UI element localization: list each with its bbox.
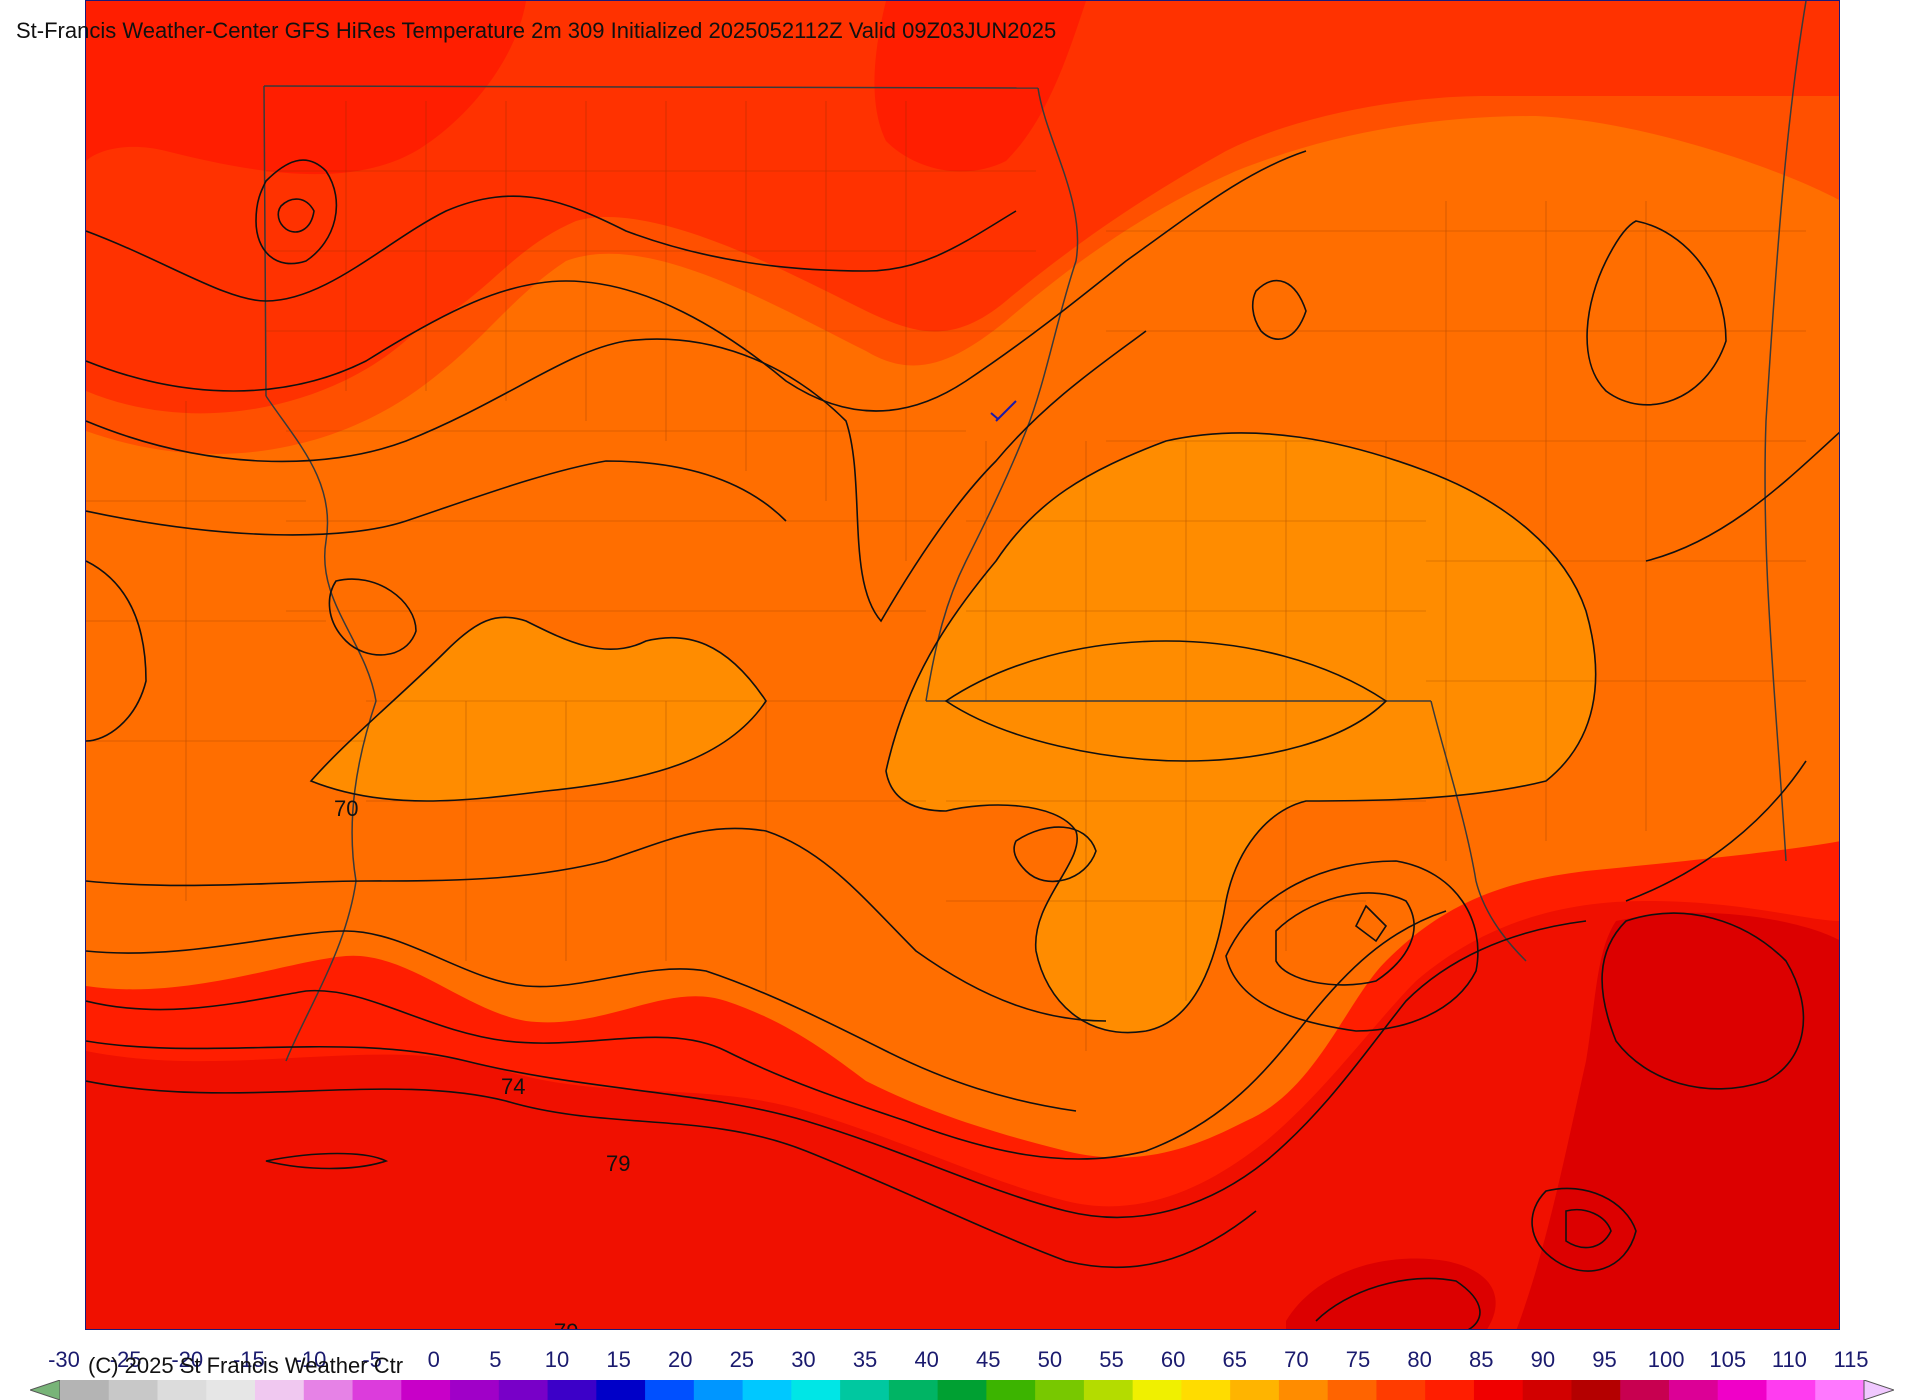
colorbar-swatch bbox=[498, 1380, 549, 1400]
colorbar-tick-label: 90 bbox=[1530, 1347, 1556, 1372]
colorbar-swatch bbox=[791, 1380, 841, 1400]
colorbar-swatch bbox=[1620, 1380, 1670, 1400]
colorbar-swatch bbox=[742, 1380, 792, 1400]
colorbar-swatch bbox=[401, 1380, 451, 1400]
colorbar-tick-label: 70 bbox=[1284, 1347, 1309, 1372]
colorbar-swatch bbox=[596, 1380, 646, 1400]
temperature-map: 70 74 79 79 bbox=[85, 0, 1840, 1330]
colorbar-left-arrow bbox=[30, 1380, 61, 1400]
colorbar-tick-label: 95 bbox=[1592, 1347, 1617, 1372]
colorbar-swatch bbox=[888, 1380, 939, 1400]
colorbar-tick-label: -5 bbox=[362, 1347, 382, 1372]
wind-barb-icon bbox=[990, 400, 1017, 422]
colorbar-tick-label: 0 bbox=[427, 1347, 440, 1372]
colorbar-swatch bbox=[450, 1380, 500, 1400]
colorbar-tick-label: 50 bbox=[1037, 1347, 1063, 1372]
contour-label-79: 79 bbox=[606, 1151, 630, 1176]
colorbar-swatch bbox=[352, 1380, 402, 1400]
colorbar-tick-label: 75 bbox=[1345, 1347, 1371, 1372]
colorbar-tick-label: 45 bbox=[976, 1347, 1001, 1372]
contour-label-79-bottom: 79 bbox=[554, 1319, 578, 1330]
isotherms bbox=[86, 150, 1839, 1329]
colorbar-swatch bbox=[1181, 1380, 1231, 1400]
colorbar-swatch bbox=[1668, 1380, 1719, 1400]
colorbar-swatch bbox=[1376, 1380, 1426, 1400]
fill-band-81-gulf bbox=[1516, 912, 1839, 1329]
colorbar-tick-label: 20 bbox=[667, 1347, 693, 1372]
colorbar-swatch bbox=[60, 1380, 110, 1400]
colorbar-swatch bbox=[645, 1380, 695, 1400]
colorbar-swatch bbox=[206, 1380, 256, 1400]
colorbar-tick-label: 105 bbox=[1709, 1347, 1747, 1372]
colorbar-tick-label: 85 bbox=[1469, 1347, 1494, 1372]
colorbar-tick-label: 115 bbox=[1833, 1347, 1869, 1372]
copyright-notice: (C) 2025 St Francis Weather Ctr bbox=[88, 1353, 404, 1378]
colorbar-swatch bbox=[255, 1380, 305, 1400]
colorbar-tick-label: -10 bbox=[294, 1347, 327, 1372]
county-lines bbox=[86, 101, 1806, 1051]
fill-band-81-south bbox=[1286, 1258, 1496, 1329]
colorbar-tick-label: -20 bbox=[171, 1347, 204, 1372]
colorbar-swatch bbox=[303, 1380, 354, 1400]
colorbar-tick-label: 55 bbox=[1099, 1347, 1124, 1372]
state-borders bbox=[263, 1, 1807, 1062]
colorbar-tick-label: -15 bbox=[232, 1347, 265, 1372]
colorbar-swatch bbox=[1425, 1380, 1475, 1400]
colorbar-tick-label: 25 bbox=[729, 1347, 755, 1372]
colorbar-tick-label: 65 bbox=[1222, 1347, 1248, 1372]
fill-band-69-west bbox=[311, 617, 766, 801]
colorbar-tick-label: 10 bbox=[544, 1347, 570, 1372]
colorbar-swatch bbox=[108, 1380, 159, 1400]
colorbar-tick-label: 15 bbox=[606, 1347, 631, 1372]
colorbar-swatch bbox=[1327, 1380, 1377, 1400]
fill-band-77-n bbox=[874, 1, 1086, 172]
colorbar-swatch bbox=[547, 1380, 597, 1400]
colorbar-tick-label: 60 bbox=[1160, 1347, 1186, 1372]
map-title: St-Francis Weather-Center GFS HiRes Temp… bbox=[16, 18, 1057, 43]
colorbar-swatch bbox=[840, 1380, 890, 1400]
colorbar-tick-label: 30 bbox=[791, 1347, 816, 1372]
colorbar-tick-label: 5 bbox=[489, 1347, 502, 1372]
temperature-colorbar bbox=[30, 1380, 1894, 1400]
colorbar-swatch bbox=[1132, 1380, 1182, 1400]
colorbar-tick-labels: -30 -25 -20 -15 -10 -5 0 5 10 15 20 25 30 35 40 45 50 55 6… bbox=[0, 1347, 1920, 1375]
colorbar-tick-label: -30 bbox=[48, 1347, 80, 1372]
colorbar-swatch bbox=[937, 1380, 987, 1400]
colorbar-swatch bbox=[1522, 1380, 1572, 1400]
colorbar-tick-label: 80 bbox=[1407, 1347, 1432, 1372]
colorbar-swatch bbox=[1766, 1380, 1816, 1400]
contour-label-74: 74 bbox=[501, 1074, 525, 1099]
colorbar-swatch bbox=[157, 1380, 207, 1400]
colorbar-swatch bbox=[1571, 1380, 1621, 1400]
colorbar-swatch bbox=[693, 1380, 744, 1400]
fill-band-69-east bbox=[886, 432, 1596, 1033]
colorbar-swatch bbox=[1815, 1380, 1865, 1400]
colorbar-swatch bbox=[1083, 1380, 1134, 1400]
fill-band-77-nw bbox=[86, 1, 526, 175]
colorbar-tick-label: 40 bbox=[914, 1347, 939, 1372]
colorbar-swatch bbox=[986, 1380, 1036, 1400]
colorbar-tick-label: 110 bbox=[1771, 1347, 1807, 1372]
contour-label-70: 70 bbox=[334, 796, 358, 821]
colorbar-swatch bbox=[1473, 1380, 1524, 1400]
colorbar-right-arrow bbox=[1863, 1380, 1894, 1400]
colorbar-tick-label: -25 bbox=[109, 1347, 142, 1372]
colorbar-swatch bbox=[1035, 1380, 1085, 1400]
colorbar-swatch bbox=[1278, 1380, 1329, 1400]
colorbar-swatch bbox=[1230, 1380, 1280, 1400]
colorbar-swatch bbox=[1717, 1380, 1767, 1400]
colorbar-tick-label: 35 bbox=[852, 1347, 878, 1372]
colorbar-tick-label: 100 bbox=[1647, 1347, 1685, 1372]
